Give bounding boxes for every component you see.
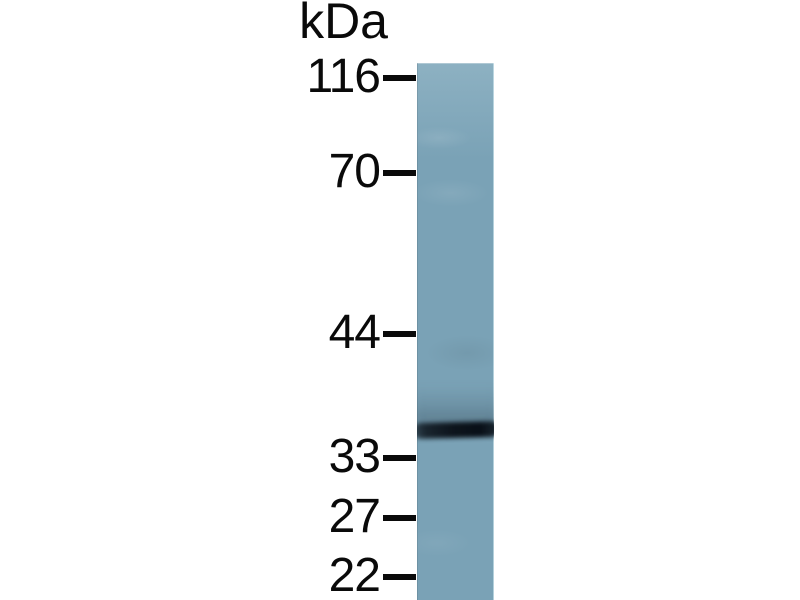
marker-44: 44 — [262, 309, 416, 357]
marker-tick — [383, 515, 416, 521]
blot-lane — [417, 63, 494, 600]
marker-tick — [383, 455, 416, 461]
band-smear — [417, 385, 494, 425]
marker-label: 116 — [306, 50, 381, 103]
marker-22: 22 — [262, 552, 416, 600]
marker-33: 33 — [262, 433, 416, 481]
marker-tick — [383, 170, 416, 176]
marker-tick — [383, 574, 416, 580]
marker-70: 70 — [262, 148, 416, 196]
marker-label: 27 — [328, 490, 381, 543]
marker-116: 116 — [262, 53, 416, 101]
unit-label: kDa — [299, 0, 388, 49]
marker-tick — [383, 331, 416, 337]
marker-label: 22 — [328, 549, 381, 600]
marker-label: 33 — [328, 430, 381, 483]
protein-band — [417, 420, 494, 440]
marker-27: 27 — [262, 493, 416, 541]
marker-tick — [383, 75, 416, 81]
marker-label: 70 — [328, 145, 381, 198]
marker-label: 44 — [328, 306, 381, 359]
